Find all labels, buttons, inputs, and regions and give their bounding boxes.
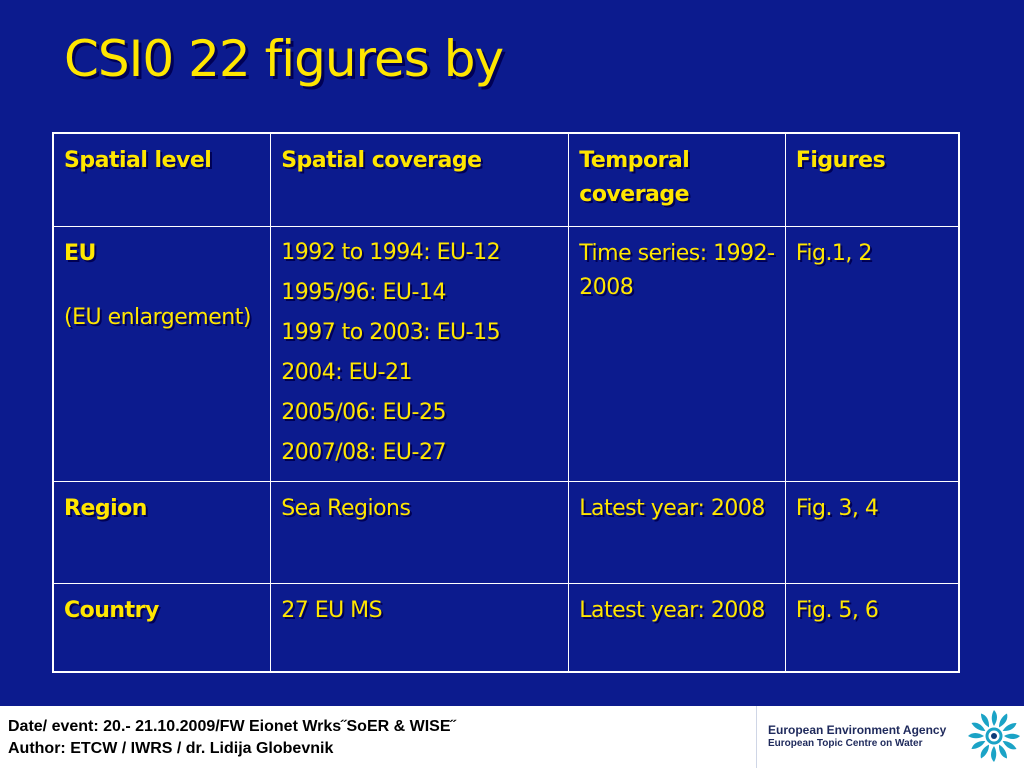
coverage-line: 1995/96: EU-14 [281,279,446,305]
slide-title: CSI0 22 figures by [64,30,504,88]
coverage-line: 1997 to 2003: EU-15 [281,319,501,345]
header-figures: Figures [784,132,960,227]
footer-author: Author: ETCW / IWRS / dr. Lidija Globevn… [8,740,334,757]
organization-name: European Environment Agency European Top… [768,723,946,751]
cell-figures: Fig. 5, 6 [784,582,960,673]
table-row: Region Sea Regions Latest year: 2008 Fig… [52,480,960,584]
spacer [64,271,260,301]
header-spatial-coverage: Spatial coverage [270,132,570,227]
footer: Date/ event: 20.- 21.10.2009/FW Eionet W… [0,706,1024,768]
cell-temporal-coverage: Time series: 1992-2008 [568,225,786,482]
divider [756,706,757,768]
level-note: (EU enlargement) [64,304,251,330]
cell-spatial-level: EU (EU enlargement) [52,225,272,482]
cell-temporal-coverage: Latest year: 2008 [568,582,786,673]
eea-logo-icon [968,710,1020,762]
table-row: EU (EU enlargement) 1992 to 1994: EU-12 … [52,225,960,482]
cell-spatial-level: Country [52,582,272,673]
cell-spatial-level: Region [52,480,272,584]
coverage-line: 2007/08: EU-27 [281,439,446,465]
cell-temporal-coverage: Latest year: 2008 [568,480,786,584]
table-header-row: Spatial level Spatial coverage Temporal … [52,132,960,227]
cell-spatial-coverage: Sea Regions [270,480,570,584]
org-subtitle: European Topic Centre on Water [768,738,923,749]
coverage-line: 1992 to 1994: EU-12 [281,239,501,265]
figures-table: Spatial level Spatial coverage Temporal … [52,132,960,673]
level-name: EU [64,240,96,266]
header-temporal-coverage: Temporal coverage [568,132,786,227]
org-name: European Environment Agency [768,723,947,737]
footer-info: Date/ event: 20.- 21.10.2009/FW Eionet W… [8,716,456,760]
header-spatial-level: Spatial level [52,132,272,227]
coverage-line: 2005/06: EU-25 [281,399,446,425]
cell-spatial-coverage: 27 EU MS [270,582,570,673]
footer-date-event: Date/ event: 20.- 21.10.2009/FW Eionet W… [8,718,456,735]
cell-figures: Fig.1, 2 [784,225,960,482]
coverage-line: 2004: EU-21 [281,359,413,385]
cell-spatial-coverage: 1992 to 1994: EU-12 1995/96: EU-14 1997 … [270,225,570,482]
table-row: Country 27 EU MS Latest year: 2008 Fig. … [52,582,960,673]
cell-figures: Fig. 3, 4 [784,480,960,584]
